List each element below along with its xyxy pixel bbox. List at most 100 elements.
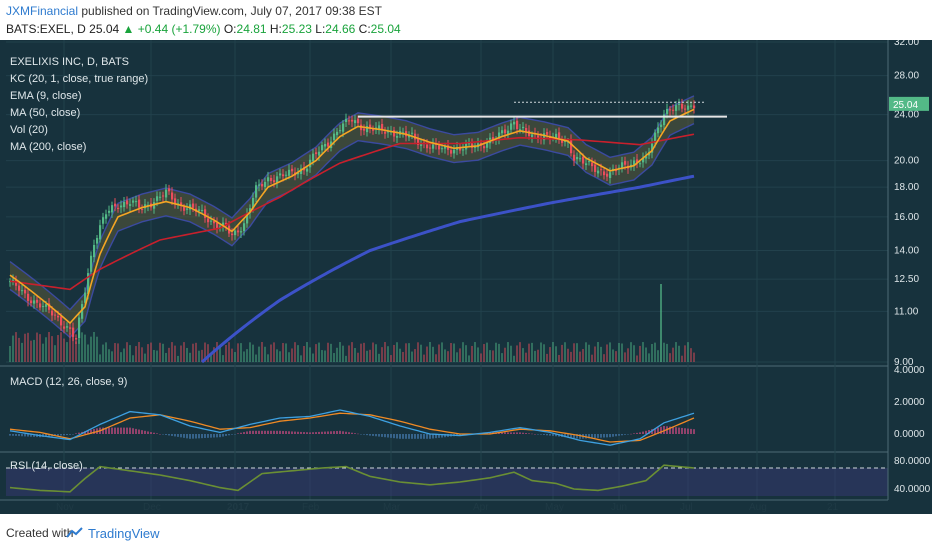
candle-body: [429, 147, 432, 149]
volume-bar: [186, 347, 188, 362]
legend-kc[interactable]: KC (20, 1, close, true range): [10, 73, 149, 85]
legend-macd[interactable]: MACD (12, 26, close, 9): [10, 376, 128, 388]
volume-bar: [9, 346, 11, 362]
candle-body: [453, 149, 456, 154]
volume-bar: [198, 350, 200, 362]
price-tick-label: 16.00: [894, 212, 919, 223]
candle-body: [474, 146, 477, 148]
macd-histogram-bar: [552, 434, 554, 436]
volume-bar: [213, 347, 215, 362]
volume-bar: [609, 342, 611, 362]
close-value: 25.04: [370, 22, 401, 36]
macd-histogram-bar: [240, 432, 242, 434]
macd-histogram-bar: [411, 434, 413, 439]
candle-body: [558, 132, 561, 139]
volume-bar: [267, 354, 269, 362]
macd-histogram-bar: [405, 434, 407, 439]
volume-bar: [462, 342, 464, 362]
macd-histogram-bar: [366, 434, 368, 436]
candle-body: [108, 210, 111, 213]
macd-histogram-bar: [279, 430, 281, 434]
rsi-tick-label: 80.0000: [894, 456, 931, 467]
volume-bar: [357, 352, 359, 362]
legend-ma50[interactable]: MA (50, close): [10, 107, 81, 119]
legend-ma200[interactable]: MA (200, close): [10, 141, 87, 153]
time-tick-label: Aug: [749, 502, 767, 513]
candle-body: [57, 315, 60, 318]
price-chart-svg[interactable]: 32.00 28.00 24.00 20.00 18.00 16.00 14.00 12.50…: [0, 37, 932, 514]
candle-body: [30, 300, 33, 304]
volume-bars: [9, 284, 695, 362]
macd-histogram-bar: [300, 431, 302, 434]
candle-body: [432, 143, 435, 149]
volume-bar: [246, 349, 248, 362]
volume-bar: [672, 347, 674, 362]
moving-averages: [9, 101, 727, 364]
volume-bar: [45, 337, 47, 362]
candle-body: [252, 198, 255, 209]
candle-body: [687, 105, 690, 110]
macd-histogram-bar: [108, 427, 110, 434]
candle-body: [255, 185, 258, 198]
last-price-tag: [889, 96, 929, 111]
macd-histogram-bar: [549, 434, 551, 436]
candle-body: [369, 124, 372, 128]
volume-bar: [129, 345, 131, 362]
volume-bar: [153, 349, 155, 362]
volume-bar: [681, 355, 683, 362]
volume-bar: [306, 342, 308, 362]
author-link[interactable]: JXMFinancial: [6, 4, 79, 18]
legend-rsi[interactable]: RSI (14, close): [10, 460, 83, 472]
volume-bar: [546, 353, 548, 362]
candle-body: [51, 310, 54, 316]
tradingview-brand-link[interactable]: TradingView: [88, 526, 160, 541]
macd-histogram-bar: [276, 430, 278, 434]
legend-vol[interactable]: Vol (20): [10, 124, 48, 136]
volume-bar: [513, 355, 515, 362]
candle-body: [318, 151, 321, 156]
volume-bar: [639, 345, 641, 362]
volume-bar: [438, 344, 440, 362]
macd-histogram-bar: [624, 434, 626, 435]
candle-body: [99, 225, 102, 240]
volume-bar: [162, 343, 164, 362]
volume-bar: [627, 348, 629, 362]
macd-histogram-bar: [423, 434, 425, 439]
candle-body: [378, 125, 381, 129]
candle-body: [234, 230, 237, 236]
volume-bar: [633, 345, 635, 362]
volume-bar: [606, 344, 608, 362]
volume-bar: [654, 342, 656, 362]
candle-body: [168, 188, 171, 192]
candle-body: [141, 209, 144, 211]
rsi-tick-label: 40.0000: [894, 484, 931, 495]
macd-histogram-bar: [180, 434, 182, 438]
macd-histogram-bar: [396, 434, 398, 439]
macd-histogram-bar: [144, 430, 146, 434]
volume-bar: [66, 342, 68, 362]
macd-histogram-bar: [408, 434, 410, 439]
volume-bar: [423, 354, 425, 362]
volume-bar: [390, 355, 392, 362]
candle-body: [669, 109, 672, 111]
time-tick-label: Mar: [383, 502, 401, 513]
volume-bar: [225, 344, 227, 362]
candle-body: [363, 128, 366, 131]
candle-body: [564, 141, 567, 143]
candle-body: [339, 130, 342, 132]
volume-bar: [12, 335, 14, 362]
symbol-label: BATS:EXEL, D: [6, 22, 86, 36]
publish-line: JXMFinancial published on TradingView.co…: [6, 4, 382, 18]
macd-histogram-bar: [159, 434, 161, 435]
candle-body: [570, 139, 573, 154]
candle-body: [261, 184, 264, 187]
volume-bar: [321, 350, 323, 362]
chart-area[interactable]: 32.00 28.00 24.00 20.00 18.00 16.00 14.00 12.50…: [0, 37, 932, 514]
volume-bar: [573, 343, 575, 362]
time-tick-label: 21: [827, 502, 839, 513]
volume-bar: [378, 353, 380, 362]
price-tick-label: 24.00: [894, 110, 919, 121]
up-arrow-icon: ▲: [122, 22, 135, 36]
macd-histogram-bar: [30, 434, 32, 437]
legend-ema[interactable]: EMA (9, close): [10, 90, 82, 102]
